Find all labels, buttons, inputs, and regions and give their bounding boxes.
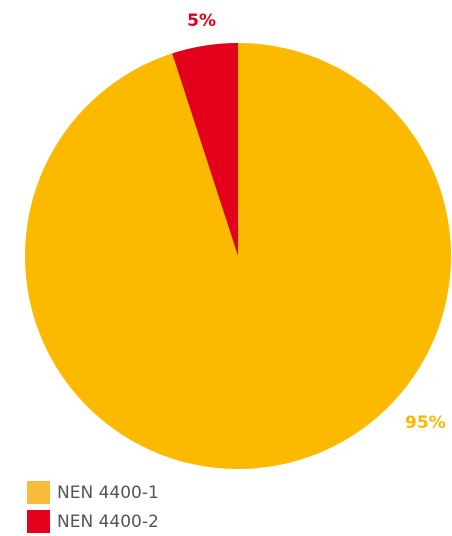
legend-item-nen-4400-2[interactable]: NEN 4400-2 (27, 507, 159, 536)
pie-slices (24, 43, 451, 469)
data-label-nen-4400-2: 5% (187, 11, 216, 31)
pie-slice-nen-4400-2[interactable] (172, 43, 238, 256)
legend: NEN 4400-1 NEN 4400-2 (27, 478, 159, 536)
pie-slice-nen-4400-1[interactable] (24, 43, 451, 469)
pie-data-labels: 95% 5% (187, 11, 446, 433)
legend-swatch (27, 510, 50, 533)
data-label-nen-4400-1: 95% (405, 413, 446, 433)
legend-label: NEN 4400-2 (57, 511, 159, 532)
legend-label: NEN 4400-1 (57, 482, 159, 503)
legend-item-nen-4400-1[interactable]: NEN 4400-1 (27, 478, 159, 507)
pie-chart: 95% 5% (24, 11, 451, 469)
legend-swatch (27, 481, 50, 504)
